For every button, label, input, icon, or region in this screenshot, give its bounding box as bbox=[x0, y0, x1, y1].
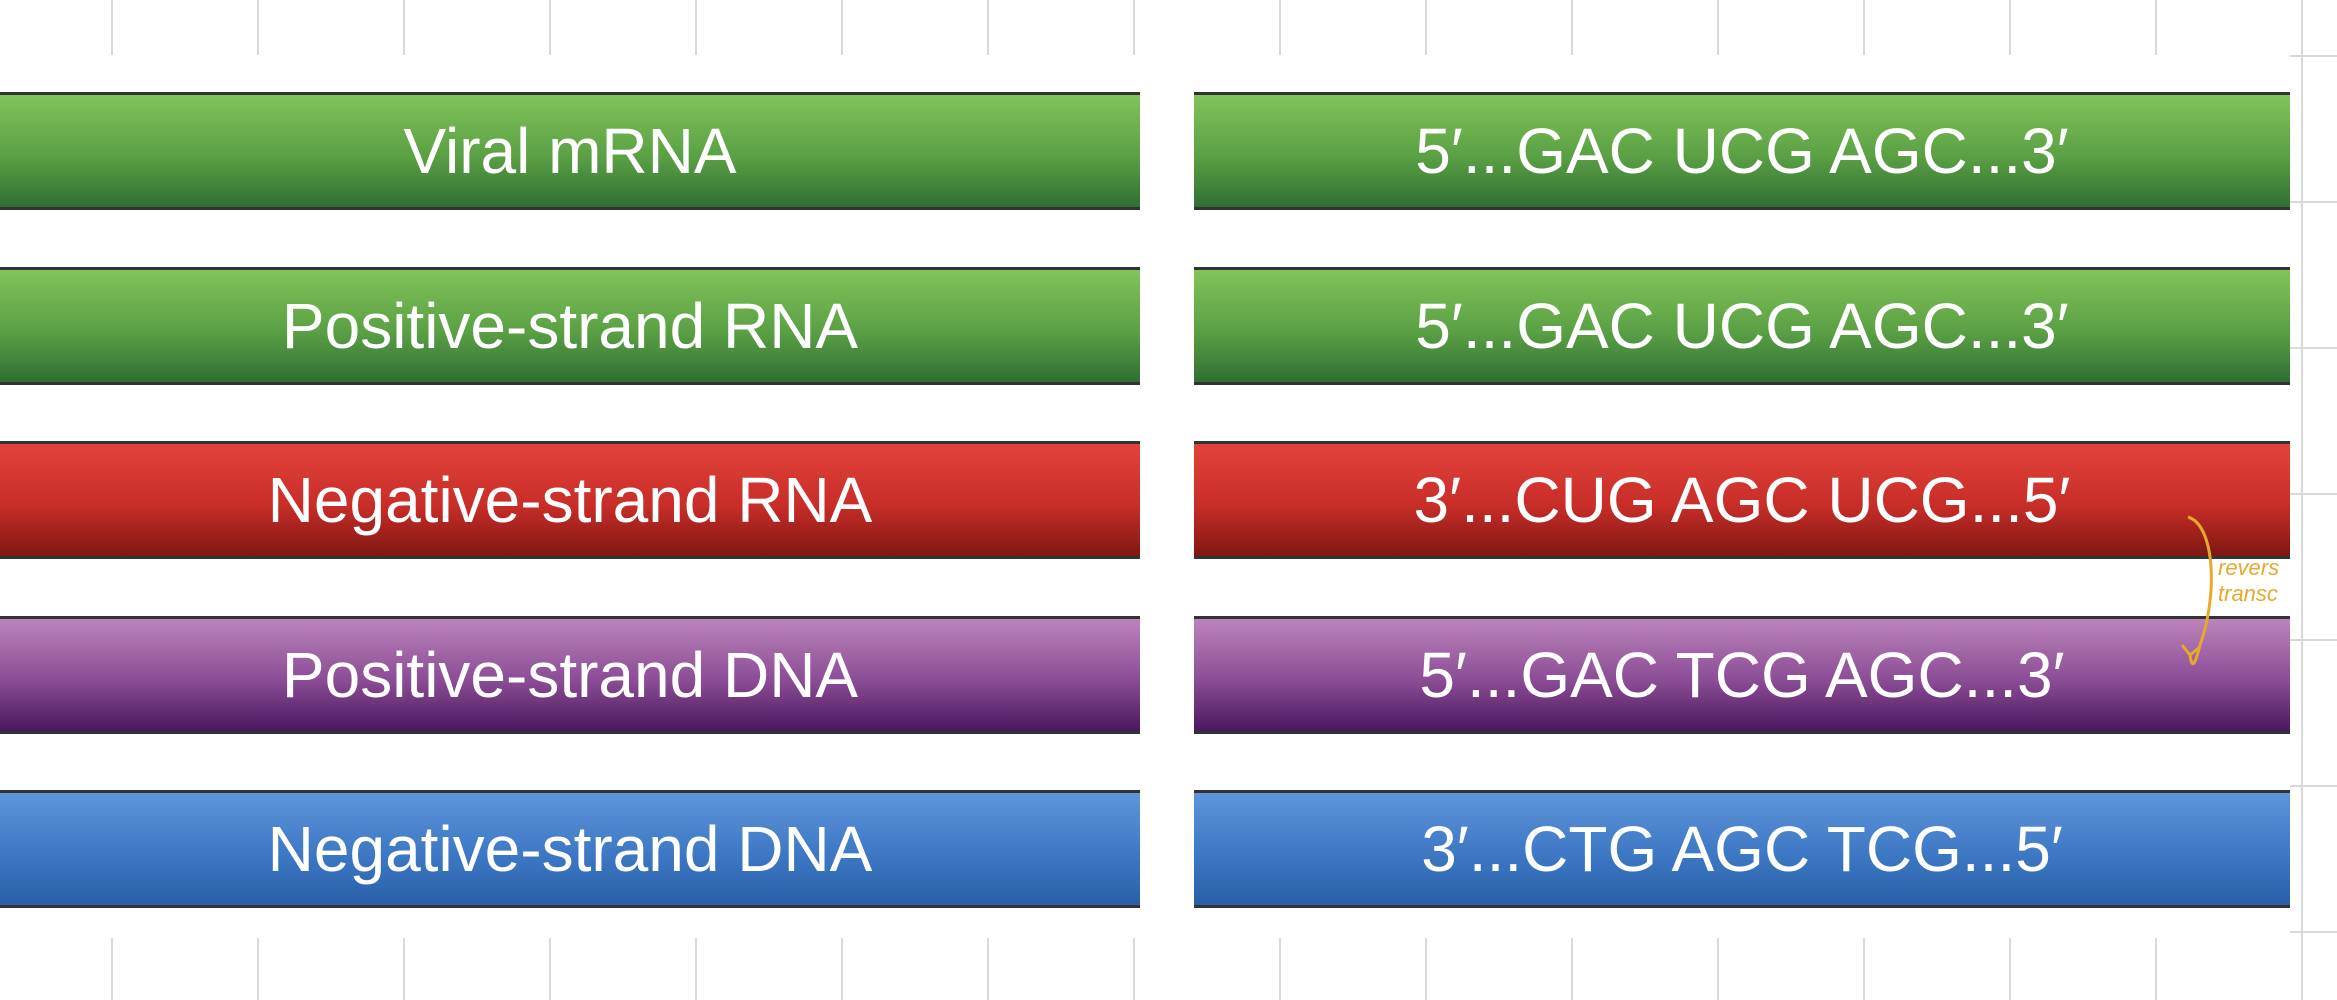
annotation-text: revers bbox=[2218, 555, 2280, 580]
sequence-label: 5′...GAC UCG AGC...3′ bbox=[1194, 92, 2290, 210]
arrow-layer bbox=[2180, 515, 2213, 666]
row-label: Negative-strand DNA bbox=[0, 790, 1140, 908]
sequence-label: 5′...GAC UCG AGC...3′ bbox=[1194, 267, 2290, 385]
sequence-label: 3′...CUG AGC UCG...5′ bbox=[1194, 441, 2290, 559]
annotation-text: transc bbox=[2218, 581, 2278, 606]
row-label: Negative-strand RNA bbox=[0, 441, 1140, 559]
annotation-arrow bbox=[2180, 515, 2213, 666]
diagram: revers transc Viral mRNA 5′...GAC UCG AGC… bbox=[0, 55, 2290, 938]
sequence-label: 3′...CTG AGC TCG...5′ bbox=[1194, 790, 2290, 908]
sequence-label: 5′...GAC TCG AGC...3′ bbox=[1194, 616, 2290, 734]
row-label: Viral mRNA bbox=[0, 92, 1140, 210]
row-label: Positive-strand RNA bbox=[0, 267, 1140, 385]
row-label: Positive-strand DNA bbox=[0, 616, 1140, 734]
